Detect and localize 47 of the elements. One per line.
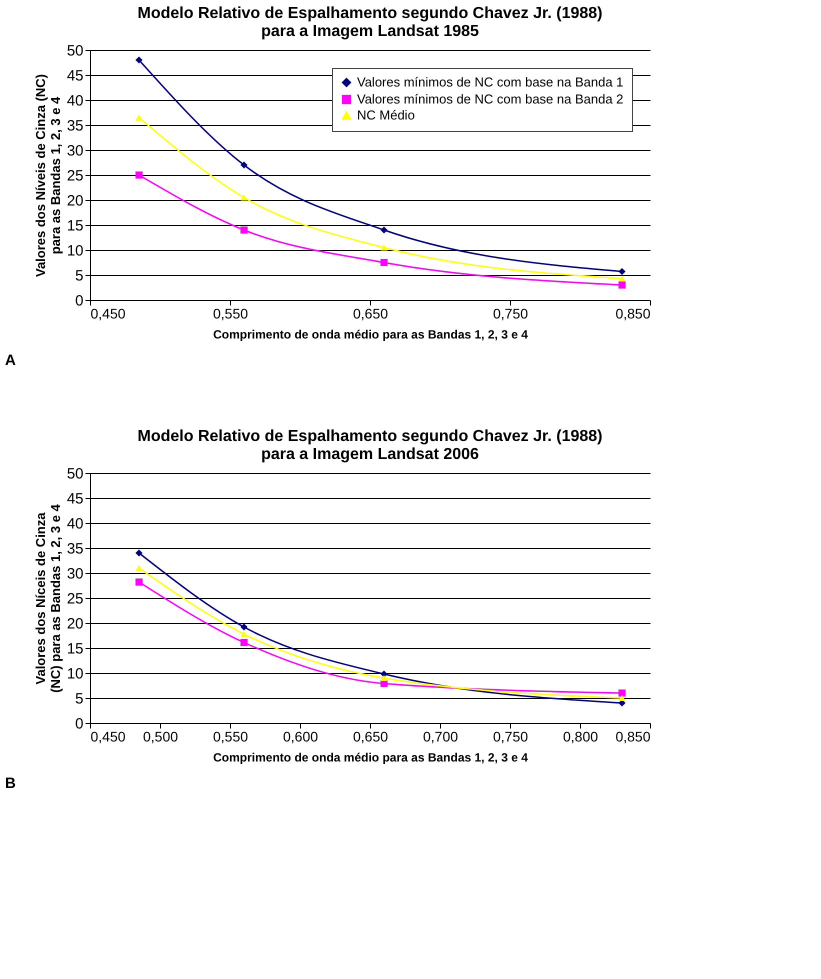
legend-label: Valores mínimos de NC com base na Banda 2 (357, 92, 624, 106)
chart-title: Modelo Relativo de Espalhamento segundo Chavez Jr. (1988) para a Imagem Landsat 2006 (137, 428, 603, 463)
text: B (5, 775, 16, 792)
y-tick-label: 45 (66, 68, 84, 84)
y-tick-label: 25 (66, 168, 84, 184)
x-tick-label: 0,650 (352, 306, 388, 322)
y-tick-label: 30 (66, 142, 84, 160)
x-tick-label: 0,750 (492, 728, 528, 744)
y-tick-label: 15 (66, 640, 84, 658)
x-tick-label: 0,800 (562, 728, 598, 744)
y-axis-title: Valores dos Níveis de Cinza (NC) para as Bandas 1, 2, 3 e 4 (32, 74, 63, 278)
x-tick-label: 0,850 (615, 728, 651, 744)
y-tick-label: 0 (75, 292, 84, 310)
x-tick-label: 0,650 (352, 728, 388, 744)
x-axis-title: Comprimento de onda médio para as Bandas 1, 2, 3 e 4 (213, 328, 528, 342)
x-tick-label: 0,550 (212, 306, 248, 322)
text: A (5, 352, 16, 369)
y-tick-label: 40 (66, 92, 84, 110)
y-tick-label: 30 (66, 566, 84, 582)
x-tick-label: 0,500 (142, 728, 178, 744)
y-axis-title: Valores dos Níceis de Cinza (NC) para as Bandas 1, 2, 3 e 4 (32, 503, 63, 693)
x-tick-label: 0,750 (492, 306, 528, 322)
y-tick-label: 50 (66, 466, 84, 482)
y-tick-label: 15 (66, 218, 84, 234)
y-tick-label: 50 (66, 42, 84, 60)
y-tick-label: 40 (66, 516, 84, 532)
x-axis-title: Comprimento de onda médio para as Bandas 1, 2, 3 e 4 (213, 750, 528, 764)
y-tick-label: 5 (75, 268, 84, 284)
y-tick-label: 0 (75, 716, 84, 732)
y-tick-label: 35 (66, 118, 84, 134)
x-tick-label: 0,850 (615, 306, 651, 322)
y-tick-label: 20 (66, 192, 84, 210)
y-tick-label: 25 (66, 590, 84, 608)
x-tick-label: 0,700 (422, 728, 458, 744)
y-tick-label: 45 (66, 490, 84, 508)
x-tick-label: 0,550 (212, 728, 248, 744)
y-tick-label: 5 (75, 690, 84, 708)
legend-label: Valores mínimos de NC com base na Banda 1 (357, 74, 624, 90)
legend-label: NC Médio (357, 108, 415, 122)
chart-title: Modelo Relativo de Espalhamento segundo Chavez Jr. (1988) para a Imagem Landsat 1985 (137, 5, 603, 40)
y-tick-label: 10 (66, 666, 84, 682)
x-tick-label: 0,450 (90, 306, 126, 322)
y-tick-label: 10 (66, 242, 84, 260)
y-tick-label: 20 (66, 616, 84, 632)
x-tick-label: 0,450 (90, 728, 126, 744)
y-tick-label: 35 (66, 540, 84, 558)
x-tick-label: 0,600 (282, 728, 318, 744)
